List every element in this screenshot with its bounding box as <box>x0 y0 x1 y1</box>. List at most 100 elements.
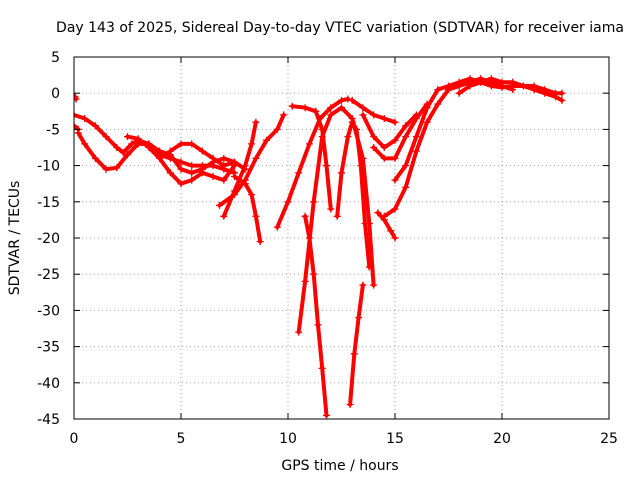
data-point <box>231 158 238 166</box>
data-point <box>455 89 463 97</box>
x-tick-label: 15 <box>386 431 404 447</box>
data-point <box>327 104 335 112</box>
series-arc-17 <box>359 111 420 151</box>
data-point <box>391 118 399 126</box>
y-tick-label: 5 <box>51 50 60 66</box>
data-point <box>248 140 256 148</box>
data-point <box>74 111 78 119</box>
data-point <box>541 86 549 94</box>
data-point <box>312 107 320 115</box>
data-point <box>318 133 326 141</box>
data-point <box>344 133 352 141</box>
data-point <box>188 176 196 184</box>
data-point <box>91 154 99 162</box>
data-point <box>402 162 410 170</box>
data-point <box>295 169 303 177</box>
x-tick-label: 5 <box>177 431 186 447</box>
data-point <box>220 162 228 170</box>
data-point <box>248 191 256 199</box>
series-line <box>275 97 350 230</box>
data-point <box>220 176 228 184</box>
data-point <box>402 122 410 130</box>
data-point <box>391 205 399 213</box>
data-point <box>338 96 345 104</box>
x-tick-label: 20 <box>493 431 511 447</box>
data-point <box>344 95 352 103</box>
data-point <box>402 133 410 141</box>
data-point <box>241 180 249 188</box>
data-point <box>455 78 463 86</box>
data-point <box>391 234 399 242</box>
data-point <box>374 209 382 217</box>
data-point <box>402 183 410 191</box>
data-point <box>423 104 431 112</box>
data-point <box>301 212 309 220</box>
series-line <box>335 120 372 269</box>
data-point <box>380 144 388 151</box>
data-point <box>359 281 367 289</box>
series-arc-13 <box>301 212 330 419</box>
axis-ticks: 0 5 10 15 20 25 5 0 -5 -10 -15 -20 -25 -30 -35 -40 -45 <box>37 50 618 447</box>
y-tick-label: -10 <box>37 159 60 175</box>
series-arc-9 <box>231 173 264 246</box>
data-point <box>359 111 367 119</box>
data-point <box>280 111 288 119</box>
data-point <box>346 401 354 408</box>
data-point <box>119 149 127 157</box>
data-point <box>145 144 153 151</box>
data-point <box>288 102 296 110</box>
data-point <box>423 118 431 126</box>
y-tick-label: -40 <box>37 376 60 392</box>
y-tick-label: -5 <box>46 122 60 138</box>
data-point <box>380 154 388 162</box>
data-point <box>509 78 517 86</box>
series-arc-15 <box>346 281 367 408</box>
data-point <box>370 281 378 289</box>
y-tick-label: -15 <box>37 195 60 211</box>
data-point <box>327 111 335 119</box>
data-point <box>314 321 322 329</box>
data-point <box>220 154 228 162</box>
data-point <box>348 96 356 104</box>
data-point <box>198 147 206 155</box>
series-line <box>371 102 430 161</box>
data-point <box>498 78 506 86</box>
data-point <box>231 173 238 180</box>
data-point <box>412 147 420 155</box>
data-point <box>198 169 206 177</box>
data-point <box>365 263 373 271</box>
data-point <box>124 133 131 141</box>
y-tick-label: -30 <box>37 303 60 319</box>
data-point <box>391 154 399 162</box>
data-point <box>273 223 281 231</box>
data-point <box>124 151 131 159</box>
data-point <box>102 133 110 141</box>
data-point <box>519 82 527 90</box>
data-point <box>113 144 121 151</box>
data-point <box>177 158 185 166</box>
series-line <box>375 210 397 240</box>
data-point <box>434 86 442 94</box>
data-point <box>166 169 174 177</box>
data-point <box>81 115 89 122</box>
data-point <box>273 125 281 133</box>
data-point <box>466 75 474 83</box>
data-point <box>188 140 196 148</box>
series-arc-16 <box>348 96 399 126</box>
y-tick-label: 0 <box>51 86 60 102</box>
data-point <box>391 176 399 184</box>
data-point <box>391 136 399 144</box>
data-point <box>357 162 365 170</box>
data-point <box>301 104 309 112</box>
data-point <box>252 118 260 126</box>
x-tick-label: 10 <box>279 431 297 447</box>
data-point <box>134 135 142 143</box>
data-point <box>412 133 420 141</box>
data-point <box>256 238 264 246</box>
data-point <box>487 82 495 90</box>
data-point <box>445 82 452 90</box>
data-point <box>338 169 345 177</box>
data-point <box>113 164 121 172</box>
